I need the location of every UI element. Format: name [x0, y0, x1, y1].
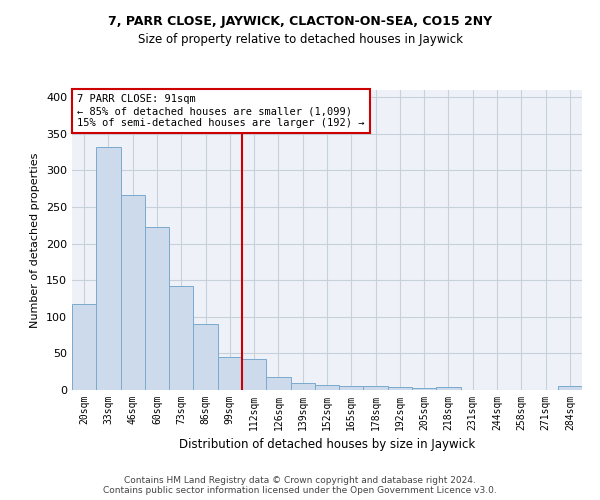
Bar — [315, 385, 339, 390]
Y-axis label: Number of detached properties: Number of detached properties — [31, 152, 40, 328]
Bar — [193, 324, 218, 390]
Bar — [412, 388, 436, 390]
Bar — [436, 387, 461, 390]
Bar — [169, 286, 193, 390]
Bar — [218, 357, 242, 390]
Text: 7 PARR CLOSE: 91sqm
← 85% of detached houses are smaller (1,099)
15% of semi-det: 7 PARR CLOSE: 91sqm ← 85% of detached ho… — [77, 94, 365, 128]
Bar — [96, 147, 121, 390]
Bar — [558, 386, 582, 390]
Text: Size of property relative to detached houses in Jaywick: Size of property relative to detached ho… — [137, 32, 463, 46]
Bar — [364, 386, 388, 390]
Bar — [266, 377, 290, 390]
Bar — [242, 360, 266, 390]
Text: 7, PARR CLOSE, JAYWICK, CLACTON-ON-SEA, CO15 2NY: 7, PARR CLOSE, JAYWICK, CLACTON-ON-SEA, … — [108, 15, 492, 28]
Bar — [339, 386, 364, 390]
Text: Contains HM Land Registry data © Crown copyright and database right 2024.
Contai: Contains HM Land Registry data © Crown c… — [103, 476, 497, 495]
Bar — [388, 387, 412, 390]
Bar — [145, 227, 169, 390]
Bar — [121, 194, 145, 390]
Bar — [290, 382, 315, 390]
X-axis label: Distribution of detached houses by size in Jaywick: Distribution of detached houses by size … — [179, 438, 475, 452]
Bar — [72, 304, 96, 390]
